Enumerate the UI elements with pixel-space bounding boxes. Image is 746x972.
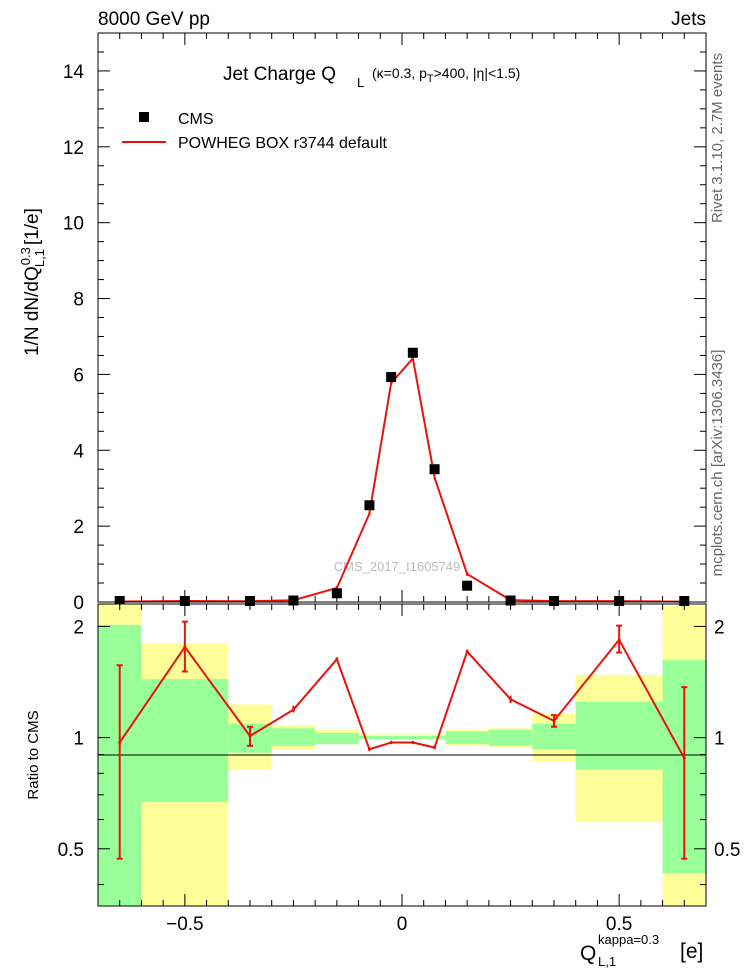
ratio-ylabel: Ratio to CMS: [25, 710, 42, 799]
y-tick-label: 6: [73, 365, 84, 386]
y-tick-label: 14: [63, 62, 85, 83]
x-tick-label: 0.5: [606, 914, 632, 935]
ratio-point: [552, 719, 556, 723]
header-left: 8000 GeV pp: [98, 9, 210, 30]
x-tick-label: 0: [397, 914, 408, 935]
band-inner: [575, 701, 663, 770]
ratio-point: [335, 657, 339, 661]
x-tick-label: −0.5: [166, 914, 204, 935]
band-inner: [271, 728, 316, 746]
ratio-point: [367, 747, 371, 751]
main-frame: [97, 32, 707, 603]
data-point: [331, 588, 342, 599]
legend-cms-marker: [139, 112, 149, 122]
band-inner: [532, 723, 576, 750]
data-point: [386, 372, 397, 383]
data-point: [549, 596, 559, 606]
ratio-y-label-left: 2: [73, 617, 84, 638]
rivet-label: Rivet 3.1.10, 2.7M events: [709, 53, 726, 223]
plot-title: Jet Charge Q: [223, 64, 336, 85]
watermark: CMS_2017_I1605749: [334, 559, 461, 574]
data-point: [364, 500, 375, 511]
header-right: Jets: [671, 9, 706, 30]
x-axis-label-sub: L,1: [598, 954, 616, 969]
ratio-point: [291, 708, 295, 712]
y-tick-label: 12: [63, 138, 84, 159]
x-axis-label-sup: kappa=0.3: [598, 932, 659, 947]
data-points: [114, 347, 690, 606]
ratio-ticks: 0.5 0.5 1 1 2 2 −0.5 0 0.5: [58, 604, 740, 935]
mcplots-label: mcplots.cern.ch [arXiv:1306.3436]: [709, 350, 726, 577]
mc-line: [119, 356, 685, 603]
ratio-point: [118, 740, 122, 744]
plot-title-paren: (κ=0.3, pT>400, |η|<1.5): [372, 65, 520, 85]
y-tick-label: 10: [63, 214, 84, 235]
main-panel: 0 2 4 6 8 10 12 14 CMS_2017_I1605749 Jet Charge…: [18, 32, 707, 614]
y-tick-label: 0: [73, 593, 84, 614]
y-tick-label: 8: [73, 290, 84, 311]
ratio-point: [465, 650, 469, 654]
band-inner: [315, 732, 359, 745]
ratio-line: [118, 638, 686, 759]
ratio-frame: [97, 603, 707, 907]
plot-title-sub: L: [357, 75, 364, 90]
x-axis-unit: [e]: [680, 940, 703, 963]
ratio-y-label-right: 2: [714, 617, 725, 638]
y-tick-label: 4: [73, 441, 84, 462]
data-point: [614, 596, 625, 606]
ratio-y-label-right: 0.5: [714, 840, 740, 861]
ratio-point: [617, 638, 621, 642]
data-point: [407, 347, 418, 358]
y-tick-label: 2: [73, 517, 84, 538]
data-point: [679, 596, 690, 606]
ratio-point: [509, 697, 513, 701]
main-ytick-labels: 0 2 4 6 8 10 12 14: [63, 62, 85, 614]
main-ylabel: 1/N dN/dQ0.3L,1[1/e]: [18, 208, 47, 356]
ratio-panel: 0.5 0.5 1 1 2 2 −0.5 0 0.5 Ratio to CMS Q kappa=…: [25, 603, 740, 969]
data-point: [179, 596, 190, 606]
legend-cms-label: CMS: [178, 111, 214, 128]
ratio-point: [183, 645, 187, 649]
ratio-point: [389, 740, 393, 744]
data-point: [429, 464, 440, 475]
data-point: [505, 595, 516, 606]
band-inner: [358, 736, 402, 740]
data-point: [462, 580, 473, 591]
band-inner: [488, 729, 533, 746]
ratio-point: [682, 756, 686, 760]
ratio-y-label-left: 1: [73, 729, 84, 750]
band-inner: [141, 679, 229, 802]
legend-mc-label: POWHEG BOX r3744 default: [178, 135, 388, 152]
data-point: [114, 596, 125, 606]
band-inner: [445, 731, 489, 745]
data-point: [288, 595, 299, 606]
x-axis-label: Q: [580, 942, 596, 965]
ratio-y-label-left: 0.5: [58, 840, 84, 861]
ratio-y-label-right: 1: [714, 729, 725, 750]
ratio-point: [248, 734, 252, 738]
ratio-point: [411, 740, 415, 744]
data-point: [245, 596, 255, 606]
band-inner: [402, 736, 446, 740]
ratio-curve: [116, 620, 688, 860]
ratio-point: [433, 746, 437, 750]
